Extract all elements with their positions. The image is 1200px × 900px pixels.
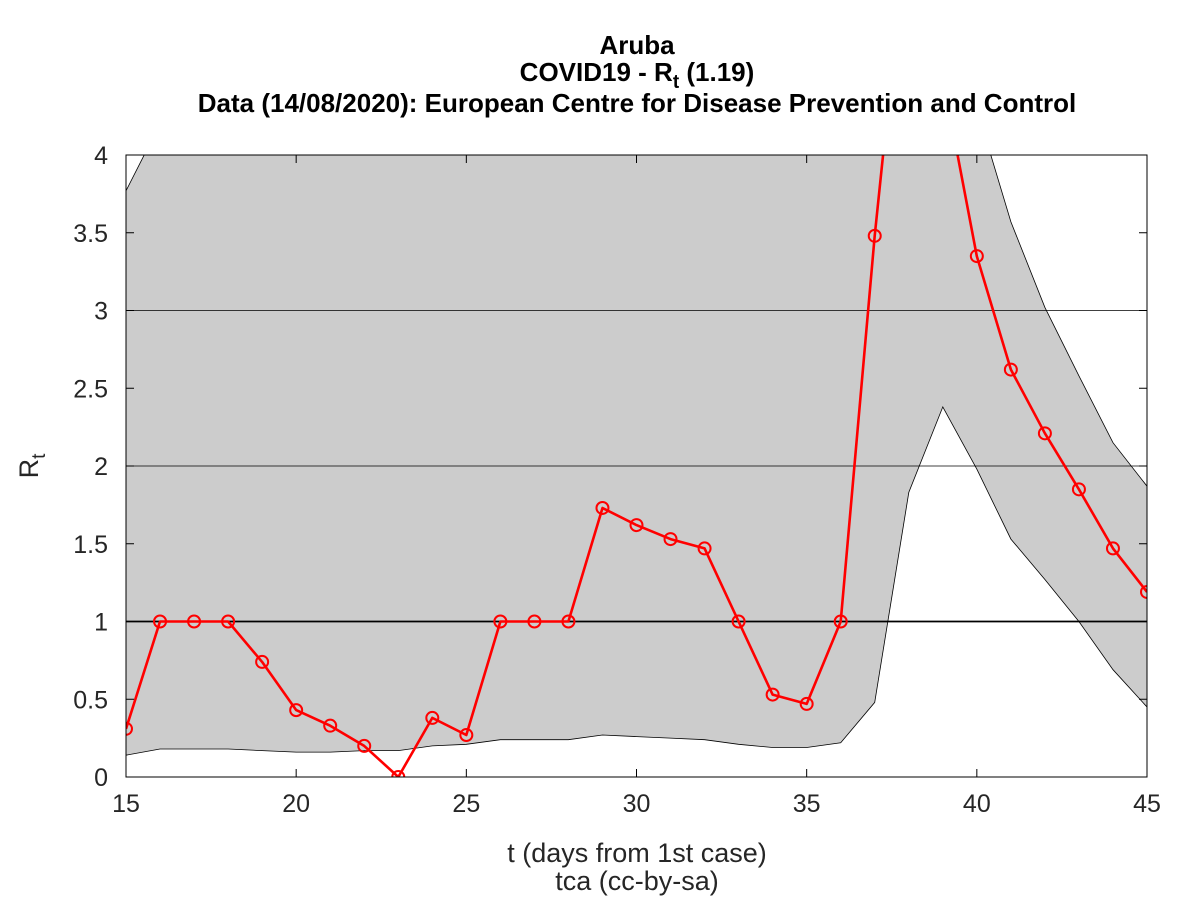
rt-data-point bbox=[731, 614, 746, 629]
y-tick-label: 2.5 bbox=[73, 375, 108, 403]
y-tick-label: 3 bbox=[94, 298, 108, 326]
rt-data-point bbox=[493, 614, 508, 629]
rt-data-point bbox=[221, 614, 236, 629]
x-tick-label: 35 bbox=[793, 790, 821, 818]
rt-data-point bbox=[425, 710, 440, 725]
rt-data-point bbox=[153, 614, 168, 629]
chart-title-metric-tail: (1.19) bbox=[679, 57, 754, 87]
rt-data-point bbox=[663, 532, 678, 547]
rt-data-point bbox=[1105, 541, 1120, 556]
y-tick-label: 2 bbox=[94, 453, 108, 481]
confidence-band bbox=[126, 155, 1147, 756]
chart-title-metric-main: COVID19 - R bbox=[520, 57, 673, 87]
y-tick-label: 0 bbox=[94, 764, 108, 792]
y-axis-label: Rt bbox=[14, 453, 50, 479]
x-tick-label: 30 bbox=[623, 790, 651, 818]
chart-title-metric: COVID19 - Rt (1.19) bbox=[520, 57, 755, 93]
rt-data-point bbox=[799, 696, 814, 711]
y-tick-label: 3.5 bbox=[73, 220, 108, 248]
rt-data-point bbox=[937, 71, 949, 83]
rt-data-point bbox=[595, 500, 610, 515]
rt-data-point bbox=[357, 738, 372, 753]
rt-data-point bbox=[833, 614, 848, 629]
y-axis-ticks: 0 0.5 1 1.5 2 2.5 3 3.5 4 bbox=[73, 142, 1147, 792]
y-tick-label: 1.5 bbox=[73, 531, 108, 559]
rt-series-points bbox=[126, 71, 1147, 777]
rt-data-point bbox=[969, 249, 984, 264]
x-tick-label: 25 bbox=[452, 790, 480, 818]
y-tick-label: 4 bbox=[94, 142, 108, 170]
y-axis-label-sub: t bbox=[29, 453, 50, 459]
rt-data-point bbox=[697, 541, 712, 556]
rt-data-point bbox=[527, 614, 542, 629]
x-axis-label: t (days from 1st case) bbox=[507, 838, 767, 868]
rt-data-point bbox=[1071, 482, 1086, 497]
rt-data-point bbox=[765, 687, 780, 702]
chart-title-metric-sub: t bbox=[673, 72, 680, 93]
rt-data-point bbox=[459, 728, 474, 743]
y-tick-label: 1 bbox=[94, 609, 108, 637]
x-axis-ticks: 15 20 25 30 35 40 45 bbox=[112, 155, 1161, 818]
y-tick-label: 0.5 bbox=[73, 686, 108, 714]
chart-title-country: Aruba bbox=[599, 30, 675, 60]
rt-data-point bbox=[561, 614, 576, 629]
rt-data-point bbox=[391, 770, 406, 777]
rt-data-point bbox=[289, 703, 304, 718]
rt-data-point bbox=[255, 654, 270, 669]
rt-data-point bbox=[1003, 362, 1018, 377]
chart-title-source: Data (14/08/2020): European Centre for D… bbox=[198, 88, 1076, 118]
x-tick-label: 40 bbox=[963, 790, 991, 818]
rt-data-point bbox=[629, 518, 644, 533]
rt-data-point bbox=[126, 721, 133, 736]
rt-data-point bbox=[867, 228, 882, 243]
y-axis-label-main: R bbox=[14, 459, 44, 479]
rt-data-point bbox=[323, 718, 338, 733]
x-tick-label: 20 bbox=[282, 790, 310, 818]
rt-data-point bbox=[187, 614, 202, 629]
x-tick-label: 15 bbox=[112, 790, 140, 818]
rt-series-line bbox=[126, 155, 1147, 777]
credit-label: tca (cc-by-sa) bbox=[555, 866, 719, 896]
x-tick-label: 45 bbox=[1133, 790, 1161, 818]
rt-data-point bbox=[1140, 584, 1147, 599]
rt-data-point bbox=[1037, 426, 1052, 441]
